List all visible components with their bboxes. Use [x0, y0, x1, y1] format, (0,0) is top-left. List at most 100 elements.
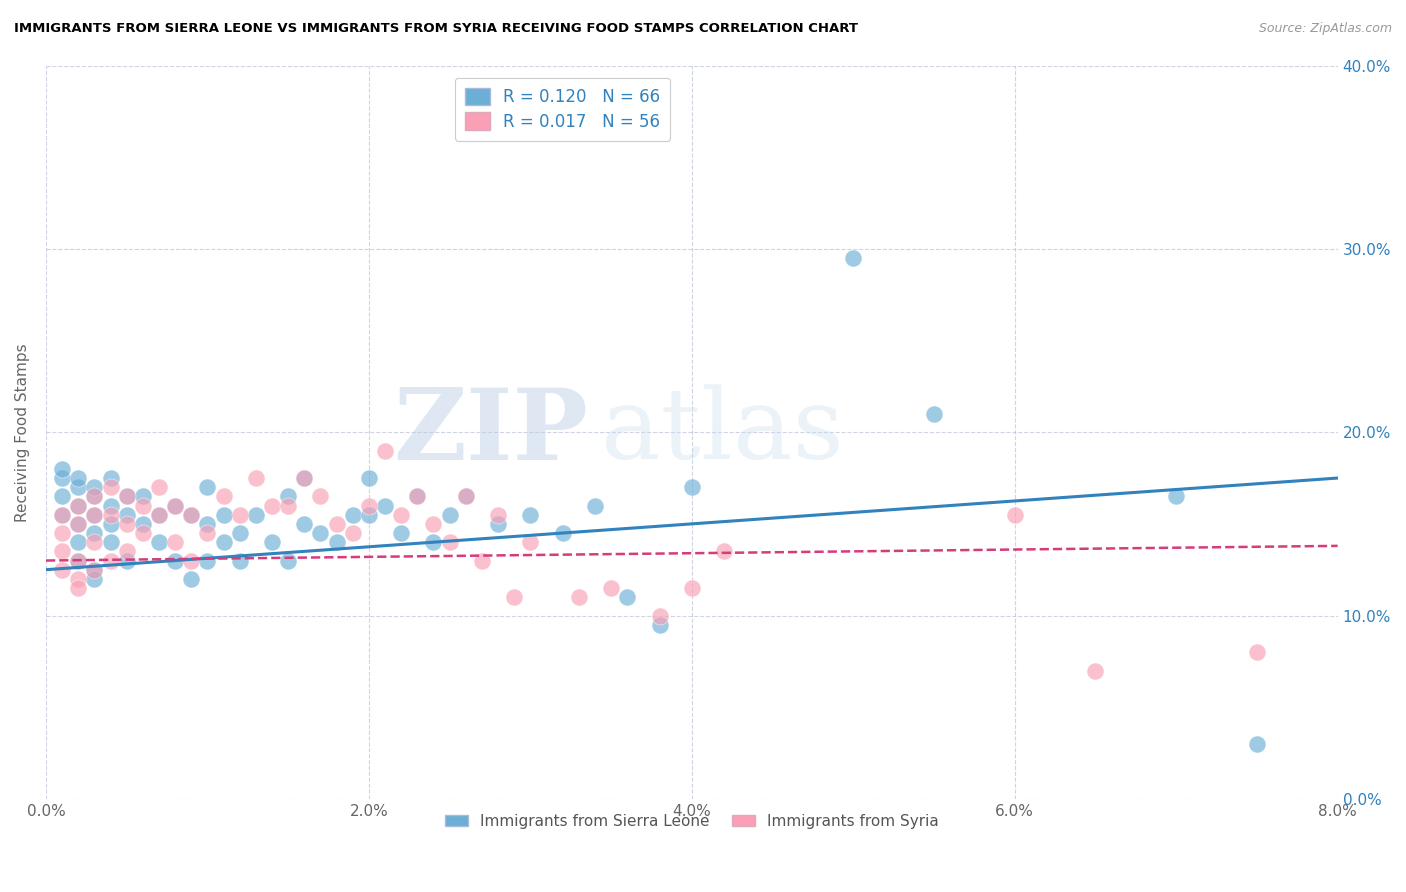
Point	[67, 553, 90, 567]
Point	[197, 526, 219, 541]
Point	[132, 516, 155, 531]
Point	[389, 508, 412, 522]
Y-axis label: Receiving Food Stamps: Receiving Food Stamps	[15, 343, 30, 522]
Point	[67, 480, 90, 494]
Point	[197, 516, 219, 531]
Point	[212, 489, 235, 503]
Point	[389, 526, 412, 541]
Point	[486, 508, 509, 522]
Point	[583, 499, 606, 513]
Point	[228, 508, 250, 522]
Point	[67, 572, 90, 586]
Point	[277, 499, 299, 513]
Point	[277, 553, 299, 567]
Point	[165, 499, 187, 513]
Point	[51, 563, 73, 577]
Point	[67, 499, 90, 513]
Point	[616, 590, 638, 604]
Point	[228, 526, 250, 541]
Point	[51, 508, 73, 522]
Point	[67, 553, 90, 567]
Point	[83, 563, 105, 577]
Point	[1246, 737, 1268, 751]
Point	[681, 480, 703, 494]
Point	[439, 508, 461, 522]
Point	[83, 489, 105, 503]
Point	[212, 535, 235, 549]
Point	[51, 544, 73, 558]
Point	[519, 508, 541, 522]
Point	[148, 535, 170, 549]
Point	[67, 516, 90, 531]
Point	[83, 526, 105, 541]
Point	[100, 516, 122, 531]
Text: IMMIGRANTS FROM SIERRA LEONE VS IMMIGRANTS FROM SYRIA RECEIVING FOOD STAMPS CORR: IMMIGRANTS FROM SIERRA LEONE VS IMMIGRAN…	[14, 22, 858, 36]
Point	[148, 508, 170, 522]
Point	[406, 489, 429, 503]
Point	[83, 572, 105, 586]
Point	[292, 471, 315, 485]
Point	[115, 516, 138, 531]
Point	[422, 535, 444, 549]
Point	[309, 489, 332, 503]
Point	[374, 499, 396, 513]
Point	[292, 516, 315, 531]
Point	[648, 608, 671, 623]
Point	[1004, 508, 1026, 522]
Point	[115, 544, 138, 558]
Point	[100, 535, 122, 549]
Point	[439, 535, 461, 549]
Point	[51, 471, 73, 485]
Point	[292, 471, 315, 485]
Point	[132, 526, 155, 541]
Point	[260, 499, 283, 513]
Point	[180, 508, 202, 522]
Point	[148, 480, 170, 494]
Point	[325, 535, 347, 549]
Legend: Immigrants from Sierra Leone, Immigrants from Syria: Immigrants from Sierra Leone, Immigrants…	[439, 808, 945, 835]
Point	[51, 508, 73, 522]
Point	[67, 499, 90, 513]
Point	[228, 553, 250, 567]
Point	[100, 480, 122, 494]
Point	[165, 553, 187, 567]
Point	[51, 462, 73, 476]
Point	[180, 572, 202, 586]
Point	[648, 617, 671, 632]
Point	[115, 489, 138, 503]
Point	[406, 489, 429, 503]
Point	[83, 563, 105, 577]
Point	[357, 499, 380, 513]
Point	[197, 480, 219, 494]
Point	[277, 489, 299, 503]
Point	[83, 508, 105, 522]
Point	[100, 508, 122, 522]
Point	[681, 581, 703, 595]
Text: Source: ZipAtlas.com: Source: ZipAtlas.com	[1258, 22, 1392, 36]
Point	[245, 471, 267, 485]
Point	[551, 526, 574, 541]
Point	[180, 508, 202, 522]
Point	[51, 526, 73, 541]
Point	[83, 489, 105, 503]
Point	[197, 553, 219, 567]
Point	[503, 590, 526, 604]
Point	[83, 535, 105, 549]
Point	[454, 489, 477, 503]
Point	[568, 590, 591, 604]
Point	[922, 407, 945, 421]
Point	[132, 499, 155, 513]
Point	[471, 553, 494, 567]
Point	[165, 535, 187, 549]
Point	[519, 535, 541, 549]
Point	[1084, 664, 1107, 678]
Point	[1166, 489, 1188, 503]
Point	[100, 553, 122, 567]
Point	[713, 544, 735, 558]
Point	[486, 516, 509, 531]
Point	[260, 535, 283, 549]
Point	[309, 526, 332, 541]
Point	[422, 516, 444, 531]
Text: ZIP: ZIP	[394, 384, 589, 481]
Point	[165, 499, 187, 513]
